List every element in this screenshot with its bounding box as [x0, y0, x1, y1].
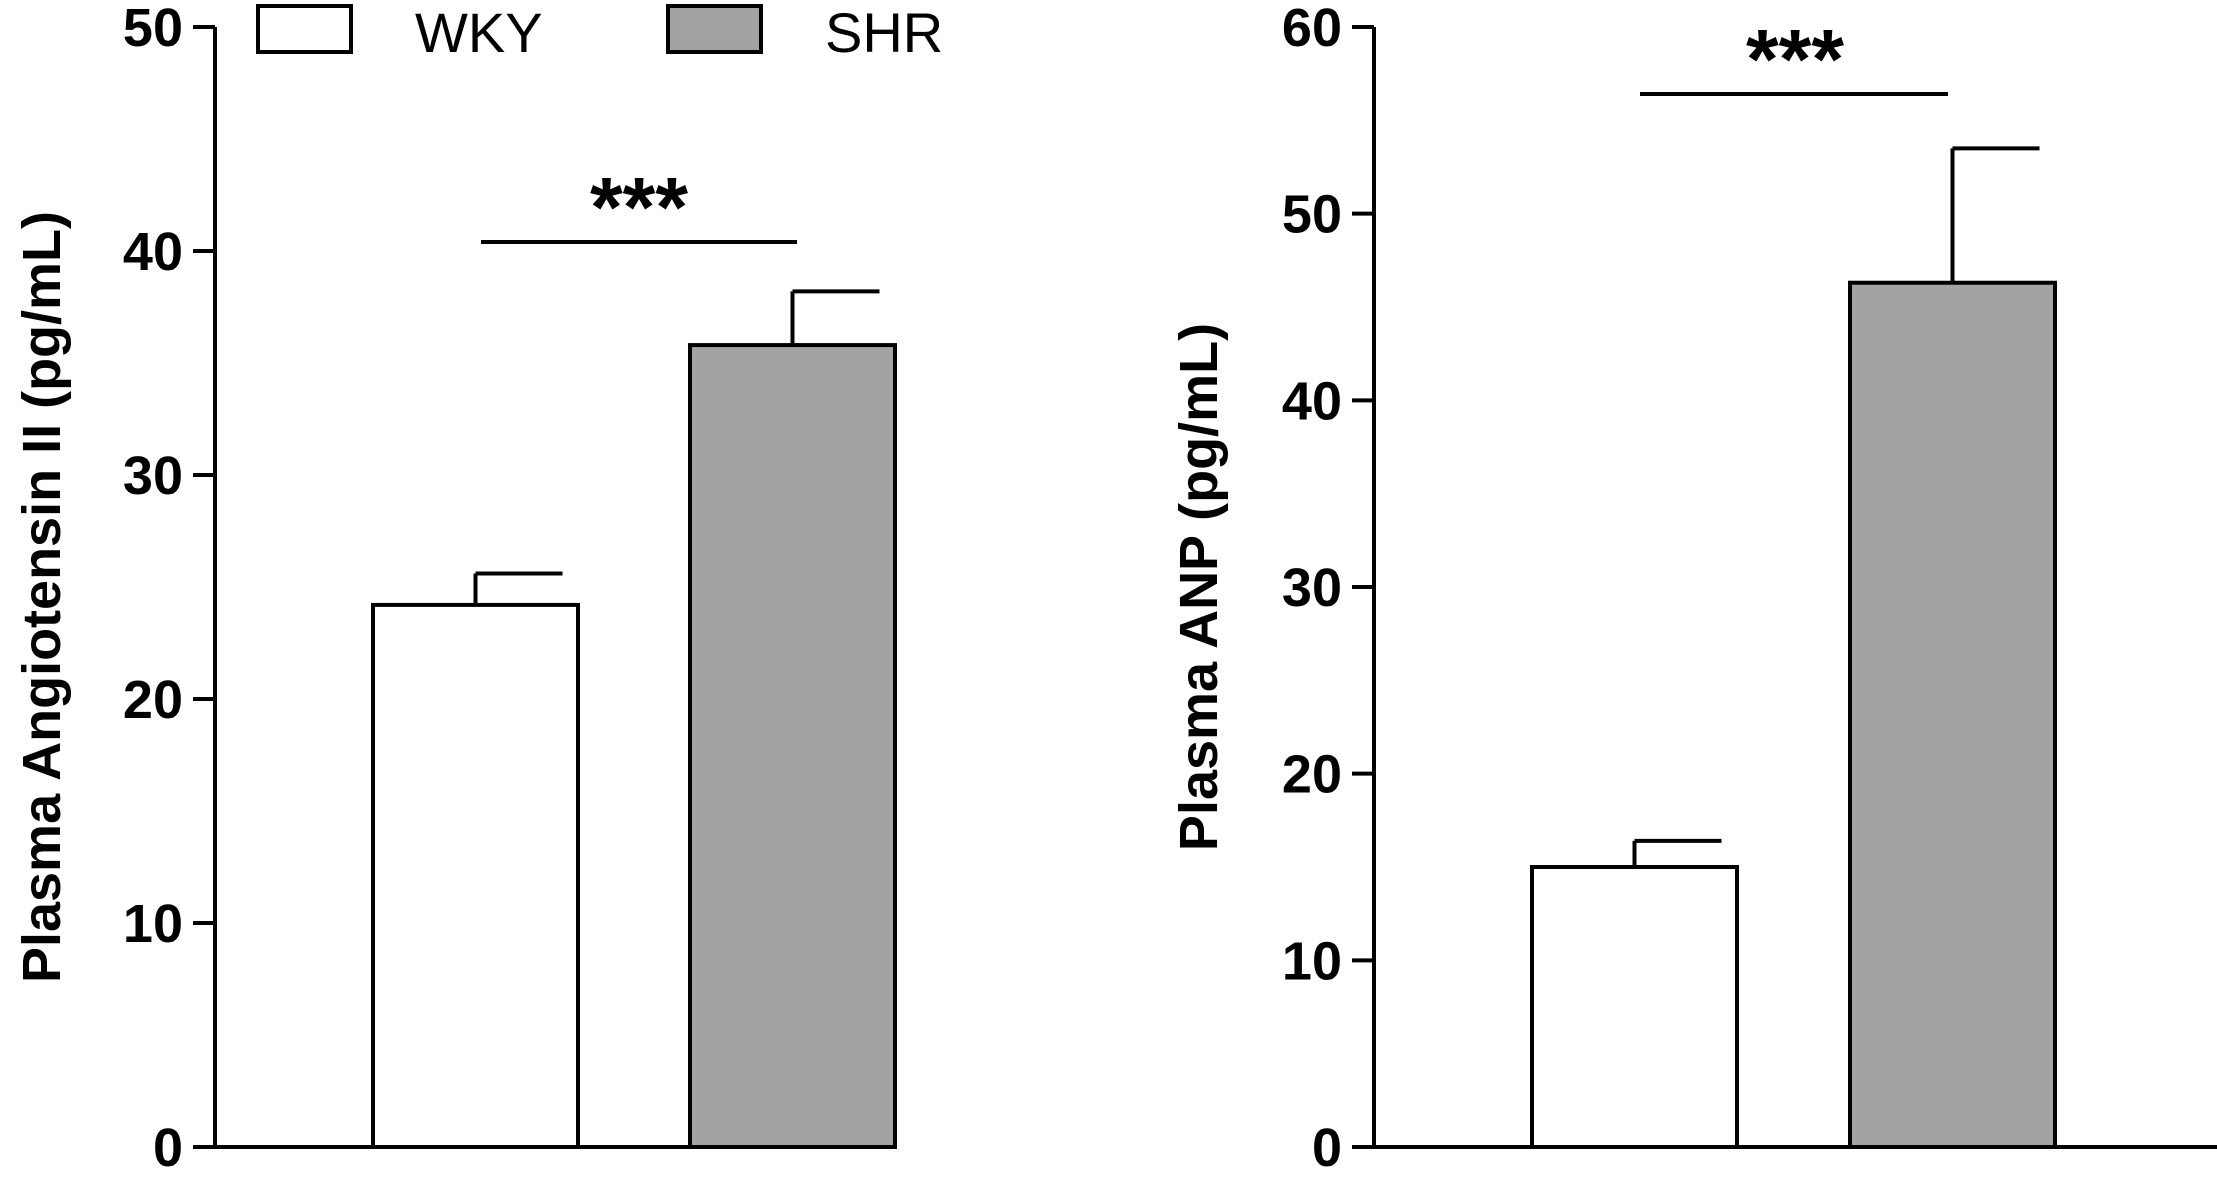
y-tick-label: 0: [153, 1118, 183, 1178]
y-tick-label: 60: [1282, 0, 1342, 58]
bar-shr: [688, 343, 897, 1149]
y-tick-label: 20: [123, 670, 183, 730]
bar-shr: [1848, 280, 2057, 1149]
significance-label: ***: [1746, 12, 1844, 106]
y-tick-label: 50: [1282, 185, 1342, 245]
bar-wky: [1530, 865, 1739, 1149]
y-axis-title: Plasma ANP (pg/mL): [1169, 323, 1229, 851]
y-tick-label: 40: [123, 222, 183, 282]
y-tick-label: 10: [1282, 931, 1342, 991]
y-axis-title: Plasma Angiotensin II (pg/mL): [12, 211, 72, 983]
legend-label-shr: SHR: [825, 1, 943, 64]
angiotensin-chart: 0 10 20 30 40 50 Plasma Angiotensin II (pg/mL)…: [12, 0, 897, 1178]
y-tick-label: 30: [123, 446, 183, 506]
significance-label: ***: [590, 160, 688, 254]
y-tick-label: 20: [1282, 745, 1342, 805]
y-tick-label: 0: [1312, 1118, 1342, 1178]
legend-swatch-shr: [666, 4, 763, 54]
anp-chart: 0 10 20 30 40 50 60 Plasma ANP (pg/mL) ***: [1169, 0, 2217, 1178]
legend-label-wky: WKY: [415, 1, 543, 64]
legend-swatch-wky: [256, 4, 353, 54]
y-tick-label: 50: [123, 0, 183, 58]
y-tick-label: 30: [1282, 558, 1342, 618]
y-tick-label: 10: [123, 894, 183, 954]
bar-wky: [371, 602, 580, 1149]
legend: WKY SHR: [256, 1, 943, 64]
y-tick-label: 40: [1282, 371, 1342, 431]
